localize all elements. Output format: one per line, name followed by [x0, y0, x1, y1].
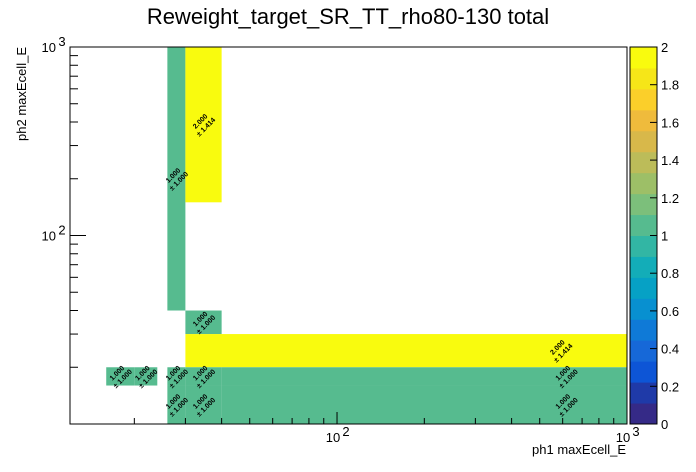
- palette-tick-label: 1: [661, 229, 668, 244]
- palette-swatch: [630, 47, 657, 69]
- heatmap-cell: [134, 367, 158, 386]
- x-tick-label-exponent: 2: [342, 424, 349, 439]
- heatmap-cell: [185, 310, 222, 335]
- palette-swatch: [630, 382, 657, 404]
- palette-tick-label: 1.2: [661, 191, 679, 206]
- cell-label: 1.000± 1.000: [134, 365, 159, 390]
- palette-swatch: [630, 298, 657, 320]
- heatmap-cell: [185, 367, 222, 386]
- x-axis: 10 2 10 3: [133, 412, 640, 445]
- heatmap-cell: [185, 334, 628, 368]
- y-axis-label: ph2 maxEcell_E: [14, 47, 29, 141]
- palette-tick-label: 0.2: [661, 379, 679, 394]
- cells-layer: [106, 47, 628, 424]
- palette-tick-label: 0.6: [661, 304, 679, 319]
- y-tick-label: 10: [42, 229, 56, 244]
- palette-swatch: [630, 319, 657, 341]
- heatmap-cell: [106, 367, 135, 386]
- x-axis-label: ph1 maxEcell_E: [532, 442, 626, 457]
- y-tick-label: 10: [42, 40, 56, 55]
- x-tick-label: 10: [326, 430, 340, 445]
- palette-tick-label: 1.8: [661, 78, 679, 93]
- palette-swatch: [630, 67, 657, 90]
- palette-swatch: [630, 172, 657, 195]
- x-tick-label: 10: [616, 430, 630, 445]
- palette-swatch: [630, 130, 657, 153]
- palette-tick-label: 0.4: [661, 342, 679, 357]
- palette-tick-label: 0: [661, 417, 668, 432]
- heatmap-cell: [185, 47, 222, 203]
- palette-swatch: [630, 277, 657, 299]
- heatmap-cell: [167, 47, 186, 311]
- palette-swatch: [630, 403, 657, 425]
- heatmap-cell: [221, 367, 628, 386]
- y-tick-label-exponent: 3: [58, 34, 65, 49]
- palette-swatch: [630, 193, 657, 216]
- palette-tick-label: 1.4: [661, 153, 679, 168]
- palette-tick-label: 2: [661, 40, 668, 55]
- palette-swatch: [630, 109, 657, 132]
- palette-swatch: [630, 361, 657, 383]
- chart-title: Reweight_target_SR_TT_rho80-130 total: [147, 4, 549, 29]
- palette-swatch: [630, 256, 657, 278]
- cell-label: 1.000± 1.000: [109, 365, 134, 390]
- heatmap-cell: [185, 385, 222, 424]
- palette-swatch: [630, 235, 657, 257]
- heatmap-cell: [221, 385, 628, 424]
- palette-swatch: [630, 151, 657, 174]
- palette-tick-label: 1.6: [661, 115, 679, 130]
- heatmap-cell: [167, 367, 186, 386]
- palette-tick-label: 0.8: [661, 266, 679, 281]
- heatmap-cell: [167, 385, 186, 424]
- palette-swatch: [630, 340, 657, 362]
- x-tick-label-exponent: 3: [632, 424, 639, 439]
- palette-swatch: [630, 88, 657, 111]
- color-palette: 0 0.2 0.4 0.6 0.8 1 1.2 1.4 1.6 1.8 2: [629, 40, 679, 432]
- palette-swatch: [630, 214, 657, 236]
- y-tick-label-exponent: 2: [58, 223, 65, 238]
